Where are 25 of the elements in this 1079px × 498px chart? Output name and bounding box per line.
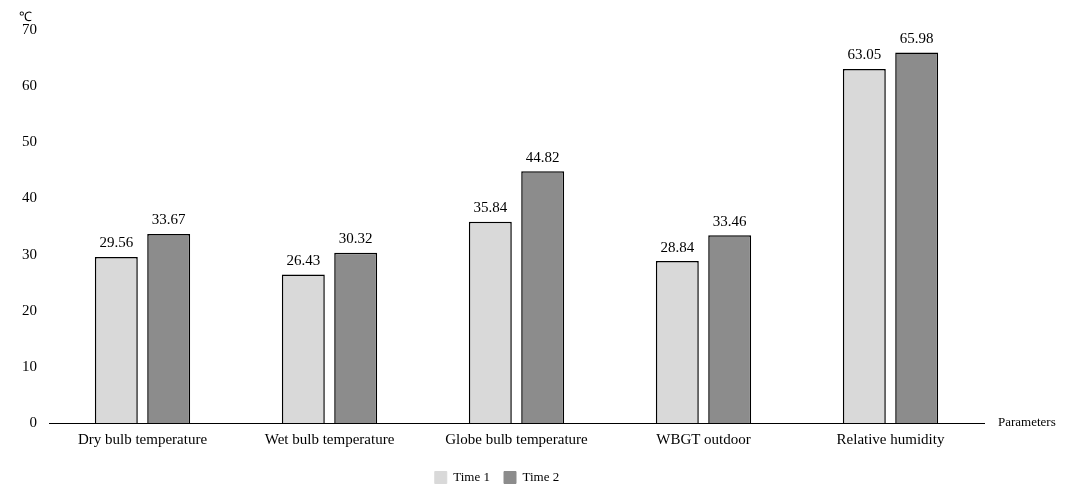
x-axis-title: Parameters [998, 414, 1056, 430]
data-label: 33.46 [712, 212, 748, 229]
y-tick-label: 10 [22, 357, 37, 374]
x-tick-label: Wet bulb temperature [264, 430, 395, 447]
x-tick-label: Dry bulb temperature [77, 430, 208, 447]
x-tick-label: WBGT outdoor [656, 430, 751, 447]
data-label: 28.84 [660, 238, 695, 255]
y-tick-label: 20 [22, 301, 37, 318]
data-label: 29.56 [99, 234, 134, 251]
data-label: 44.82 [525, 148, 560, 165]
data-label: 63.05 [847, 46, 882, 63]
y-tick-label: 0 [29, 413, 37, 430]
y-tick-label: 60 [22, 77, 37, 94]
x-tick-label: Relative humidity [836, 430, 945, 447]
y-tick-label: 30 [22, 245, 37, 262]
data-label: 30.32 [338, 230, 373, 247]
y-tick-label: 40 [22, 189, 37, 206]
data-label: 65.98 [899, 30, 934, 47]
data-label: 33.67 [151, 211, 187, 228]
y-tick-label: 50 [22, 133, 37, 150]
data-label: 26.43 [286, 252, 321, 269]
x-tick-label: Globe bulb temperature [445, 430, 589, 447]
legend-label: Time 2 [522, 468, 560, 484]
legend-label: Time 1 [453, 468, 491, 484]
data-label: 35.84 [473, 199, 508, 216]
